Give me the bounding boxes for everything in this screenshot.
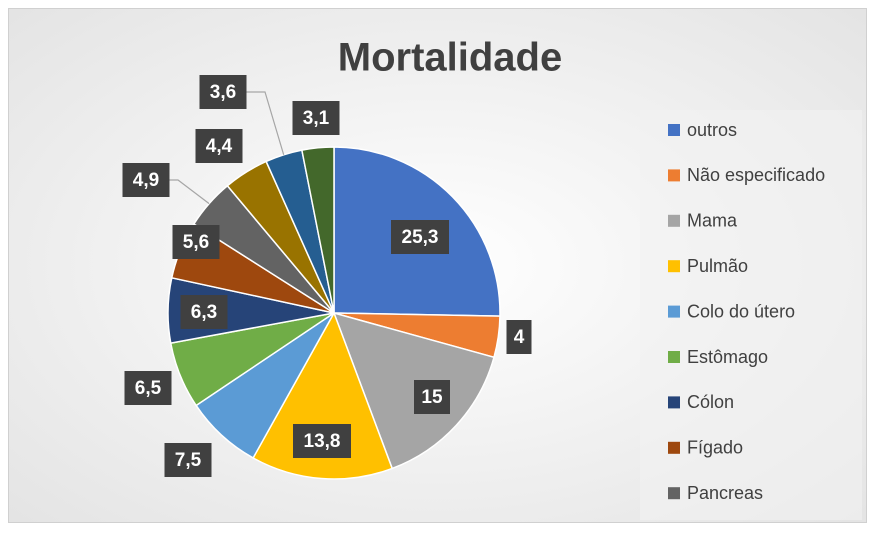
pie-slice [332,311,495,470]
legend-swatch [668,260,680,273]
pie-slice [300,146,335,314]
data-label-box [180,295,228,329]
data-label-box [506,320,532,354]
legend-label: Estômago [687,347,768,367]
data-label-box [293,424,351,458]
data-label-box [172,225,220,259]
data-label-box [199,75,247,109]
data-label: 4 [514,327,525,348]
legend-swatch [668,441,680,454]
data-label-box [195,129,243,163]
legend-swatch [668,169,680,182]
data-label-box [124,371,172,405]
data-label-box [391,220,449,254]
data-label: 4,9 [133,170,159,191]
legend-label: Mama [687,211,738,231]
pie-slice [252,311,394,480]
legend-swatch [668,487,680,500]
legend-swatch [668,351,680,363]
legend-label: Cólon [687,392,734,412]
legend-swatch [668,305,680,318]
data-label-box [414,380,450,414]
legend-label: outros [687,120,737,140]
data-label: 3,1 [303,108,330,129]
legend-label: Pancreas [687,483,763,503]
data-label-box [164,443,212,477]
legend-swatch [668,396,680,409]
data-label: 13,8 [304,431,341,452]
legend-label: Fígado [687,438,743,458]
data-label: 5,6 [183,232,209,253]
data-label-box [122,163,170,197]
legend-swatch [668,214,680,227]
data-label: 25,3 [402,227,439,248]
data-label: 6,3 [191,302,217,323]
data-label: 15 [421,387,443,408]
data-label-box [292,101,340,135]
legend-label: Pulmão [687,256,748,276]
data-label: 3,6 [210,82,236,103]
data-label: 6,5 [135,378,162,399]
chart-title: Mortalidade [338,36,562,80]
legend-swatch [668,124,680,136]
leader-line [245,91,285,155]
legend-label: Colo do útero [687,301,795,321]
data-label: 7,5 [175,450,202,471]
legend-label: Não especificado [687,165,825,185]
data-label: 4,4 [206,136,233,157]
leader-line [168,179,210,205]
